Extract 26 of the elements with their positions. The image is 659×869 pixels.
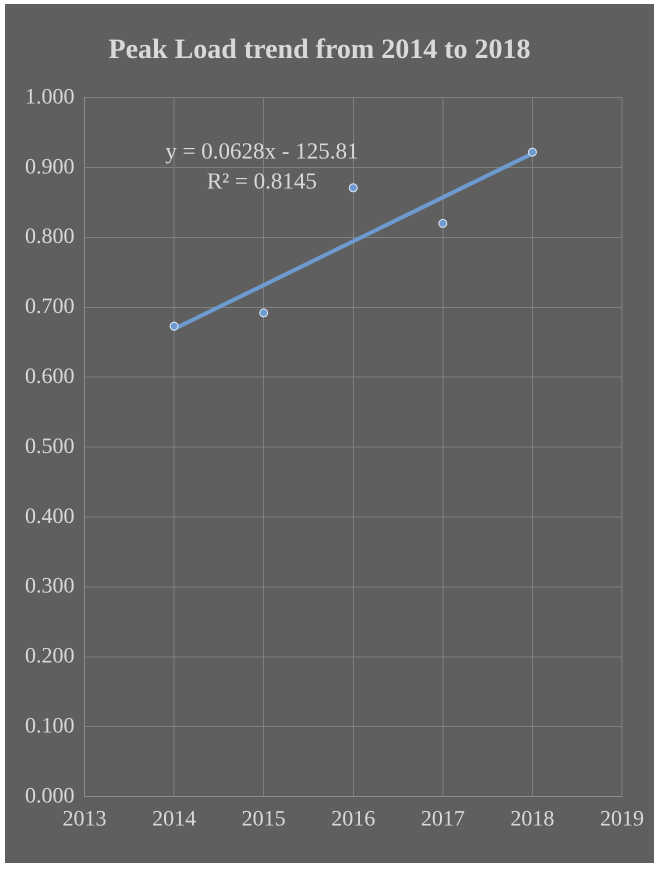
y-tick-label: 0.200 bbox=[25, 642, 74, 668]
x-tick-label: 2015 bbox=[242, 806, 286, 831]
point bbox=[348, 183, 358, 192]
y-tick-label: 0.500 bbox=[25, 432, 74, 458]
point bbox=[170, 322, 179, 331]
y-tick-label: 0.400 bbox=[25, 502, 74, 528]
y-tick-label: 0.100 bbox=[25, 712, 74, 738]
y-tick-label: 1.000 bbox=[25, 83, 74, 108]
y-tick-label: 0.800 bbox=[25, 223, 74, 248]
point bbox=[528, 148, 537, 157]
x-tick-label: 2014 bbox=[152, 806, 196, 831]
point bbox=[438, 218, 448, 228]
y-tick-label: 0.600 bbox=[25, 362, 74, 388]
y-tick-label: 0.700 bbox=[25, 293, 74, 318]
x-tick-label: 2016 bbox=[331, 806, 376, 831]
x-tick-label: 2019 bbox=[600, 806, 644, 831]
x-tick-label: 2017 bbox=[420, 806, 465, 831]
x-tick-label: 2013 bbox=[62, 806, 106, 831]
y-tick-label: 0.000 bbox=[25, 782, 74, 808]
x-tick-label: 2018 bbox=[510, 806, 554, 831]
y-tick-label: 0.300 bbox=[25, 572, 74, 598]
chart-title: Peak Load trend from 2014 to 2018 bbox=[108, 34, 531, 66]
point bbox=[259, 308, 268, 318]
annotation: y = 0.0628x - 125.81 bbox=[165, 138, 358, 164]
y-tick-label: 0.900 bbox=[25, 153, 74, 178]
annotation: R² = 0.8145 bbox=[206, 168, 317, 194]
